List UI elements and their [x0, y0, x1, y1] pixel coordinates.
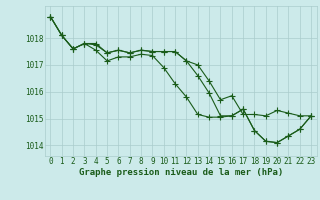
X-axis label: Graphe pression niveau de la mer (hPa): Graphe pression niveau de la mer (hPa): [79, 168, 283, 177]
